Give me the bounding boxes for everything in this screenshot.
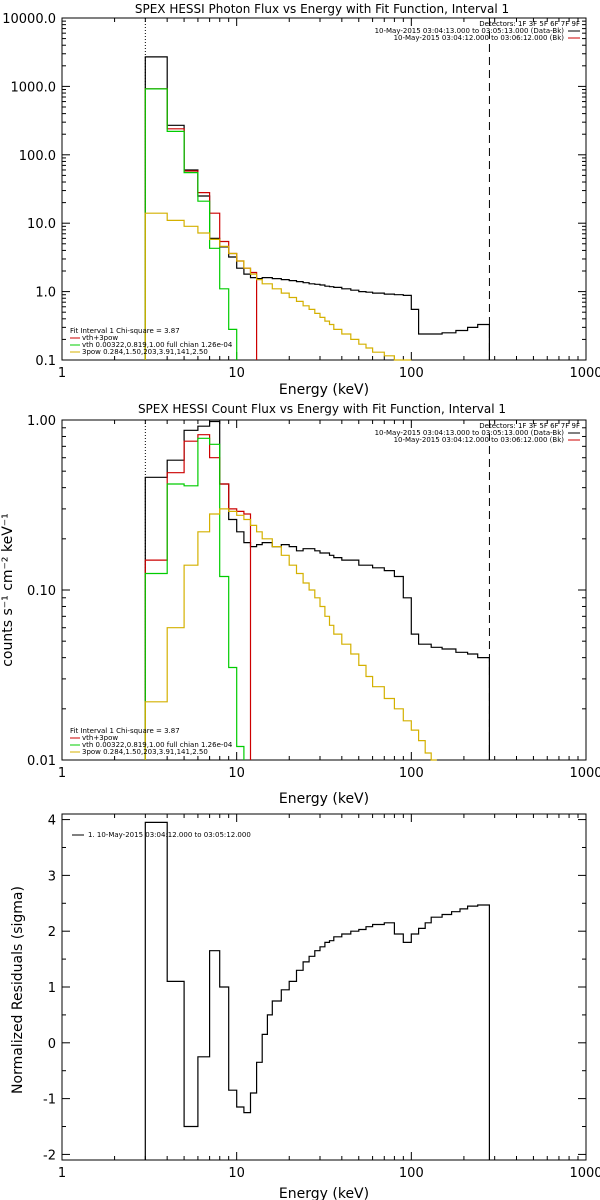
resid-series-0 [144, 821, 490, 1160]
count-flux-ylabel: counts s⁻¹ cm⁻² keV⁻¹ [0, 513, 16, 667]
resid-x-tick-label: 1000 [569, 1166, 600, 1181]
photon-y-tick-label: 0.1 [35, 354, 56, 369]
photon-flux-panel: SPEX HESSI Photon Flux vs Energy with Fi… [2, 2, 600, 398]
count-series-3 [144, 508, 437, 761]
count-legend-bottomleft-text: vth 0.00322,0.819,1.00 full chian 1.26e-… [82, 741, 233, 749]
photon-legend-bottomleft-text: vth 0.00322,0.819,1.00 full chian 1.26e-… [82, 341, 233, 349]
photon-series-1 [144, 88, 258, 360]
count-legend-bottomleft-text: 3pow 0.284,1.50,203,3.91,141,2.50 [82, 748, 208, 756]
resid-y-tick-label: 4 [48, 814, 56, 829]
photon-y-tick-label: 100.0 [19, 149, 56, 164]
count-x-tick-label: 1000 [569, 766, 600, 781]
resid-x-tick-label: 1 [58, 1166, 66, 1181]
count-y-tick-label: 0.10 [27, 584, 56, 599]
count-flux-title: SPEX HESSI Count Flux vs Energy with Fit… [138, 402, 506, 416]
photon-x-tick-label: 1000 [569, 366, 600, 381]
resid-y-tick-label: -1 [43, 1093, 56, 1108]
resid-y-tick-label: 3 [48, 869, 56, 884]
count-legend-topright-text: 10-May-2015 03:04:12.000 to 03:06:12.000… [394, 436, 565, 444]
count-flux-xlabel: Energy (keV) [279, 791, 369, 807]
resid-y-tick-label: -2 [43, 1148, 56, 1163]
count-x-tick-label: 10 [228, 766, 245, 781]
photon-x-tick-label: 1 [58, 366, 66, 381]
photon-legend-bottomleft-text: vth+3pow [82, 334, 118, 342]
photon-legend-bottomleft-text: 3pow 0.284,1.50,203,3.91,141,2.50 [82, 348, 208, 356]
residuals-xlabel: Energy (keV) [279, 1186, 369, 1200]
photon-y-tick-label: 1000.0 [11, 80, 57, 95]
photon-series-0 [144, 56, 490, 360]
residuals-ylabel: Normalized Residuals (sigma) [10, 886, 26, 1094]
photon-y-tick-label: 10.0 [27, 217, 56, 232]
photon-legend-bottomleft-text: Fit Interval 1 Chi-square = 3.87 [70, 327, 180, 335]
count-flux-panel: SPEX HESSI Count Flux vs Energy with Fit… [0, 402, 600, 807]
count-x-tick-label: 1 [58, 766, 66, 781]
resid-x-tick-label: 10 [228, 1166, 245, 1181]
count-x-tick-label: 100 [399, 766, 424, 781]
count-legend-topright-text: Detectors: 1F 3F 5F 6F 7F 9F [479, 422, 580, 430]
count-plot-frame [61, 419, 587, 761]
count-legend-topright-text: 10-May-2015 03:04:13.000 to 03:05:13.000… [375, 429, 565, 437]
count-y-tick-label: 1.00 [27, 414, 56, 429]
photon-legend-topright-text: 10-May-2015 03:04:13.000 to 03:05:13.000… [375, 27, 565, 35]
resid-plot-frame [61, 813, 587, 1161]
photon-series-2 [144, 88, 238, 360]
resid-y-tick-label: 0 [48, 1037, 56, 1052]
count-legend-bottomleft-text: Fit Interval 1 Chi-square = 3.87 [70, 727, 180, 735]
resid-y-tick-label: 2 [48, 925, 56, 940]
photon-legend-topright-text: Detectors: 1F 3F 5F 6F 7F 9F [479, 20, 580, 28]
count-legend-bottomleft-text: vth+3pow [82, 734, 118, 742]
photon-x-tick-label: 10 [228, 366, 245, 381]
count-series-0 [144, 420, 490, 760]
photon-legend-topright-text: 10-May-2015 03:04:12.000 to 03:06:12.000… [394, 34, 565, 42]
photon-x-tick-label: 100 [399, 366, 424, 381]
photon-flux-title: SPEX HESSI Photon Flux vs Energy with Fi… [135, 2, 509, 16]
resid-x-tick-label: 100 [399, 1166, 424, 1181]
photon-y-tick-label: 10000.0 [2, 12, 56, 27]
photon-flux-xlabel: Energy (keV) [279, 382, 369, 398]
photon-series-3 [144, 212, 412, 361]
photon-plot-frame [61, 17, 587, 361]
resid-y-tick-label: 1 [48, 981, 56, 996]
count-y-tick-label: 0.01 [27, 754, 56, 769]
photon-y-tick-label: 1.0 [35, 286, 56, 301]
count-series-1 [144, 434, 252, 760]
residuals-panel: Energy (keV) Normalized Residuals (sigma… [10, 813, 600, 1200]
count-series-2 [144, 437, 245, 760]
resid-legend-text: 1. 10-May-2015 03:04:12.000 to 03:05:12.… [88, 831, 251, 839]
